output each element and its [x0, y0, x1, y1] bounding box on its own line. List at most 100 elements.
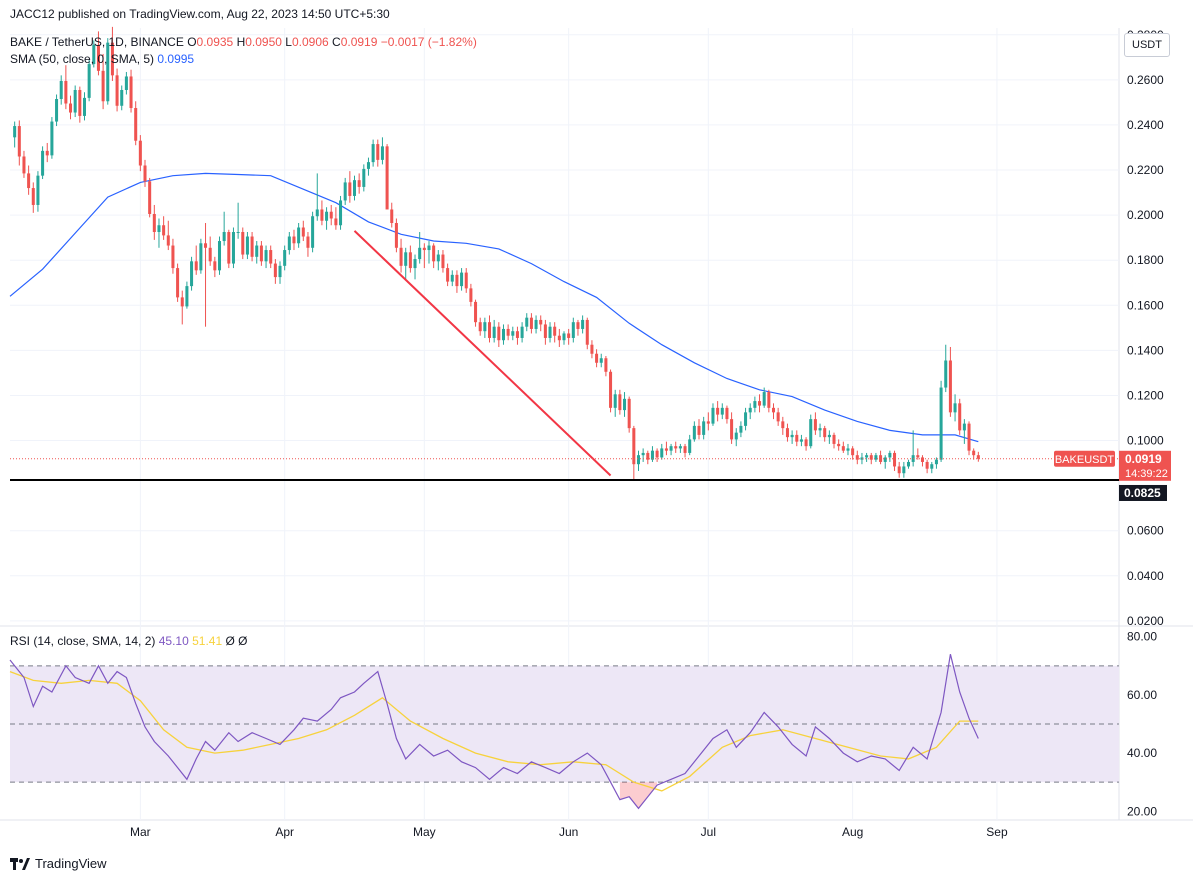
candle-body — [283, 250, 287, 266]
candle-body — [329, 211, 333, 219]
symbol-name: BAKE / TetherUS, 1D, BINANCE — [10, 35, 184, 49]
candle-body — [325, 211, 329, 221]
candle-body — [171, 245, 175, 269]
currency-button[interactable]: USDT — [1124, 33, 1170, 57]
candle-body — [334, 218, 338, 226]
candle-body — [585, 319, 589, 345]
candle-body — [753, 401, 757, 408]
candle-body — [571, 322, 575, 338]
candle-body — [259, 245, 263, 262]
candle-body — [604, 358, 608, 372]
price-tick-label: 0.1800 — [1127, 253, 1164, 267]
candle-body — [576, 322, 580, 329]
candle-body — [106, 42, 110, 102]
tradingview-brand[interactable]: TradingView — [10, 856, 107, 871]
candle-body — [916, 455, 920, 458]
candle-body — [804, 439, 808, 447]
symbol-legend[interactable]: BAKE / TetherUS, 1D, BINANCE O0.0935 H0.… — [10, 35, 477, 49]
rsi-tick-label: 60.00 — [1127, 688, 1157, 702]
candle-body — [143, 165, 147, 182]
price-tick-label: 0.2600 — [1127, 73, 1164, 87]
candle-body — [478, 322, 482, 332]
candle-body — [185, 286, 189, 307]
candle-body — [227, 232, 231, 264]
candle-body — [17, 126, 21, 157]
candle-body — [148, 181, 152, 214]
rsi-band-layer — [10, 665, 1119, 809]
candle-body — [138, 140, 142, 166]
candle-body — [716, 407, 720, 415]
candle-body — [190, 261, 194, 287]
candle-body — [278, 265, 282, 278]
candle-body — [595, 353, 599, 363]
candle-body — [934, 459, 938, 465]
candle-body — [720, 407, 724, 415]
candle-body — [339, 200, 343, 226]
candle-body — [823, 428, 827, 438]
candle-body — [827, 434, 831, 438]
candle-body — [115, 75, 119, 106]
sma-label: SMA (50, close, 0, SMA, 5) — [10, 52, 155, 66]
candle-body — [972, 450, 976, 456]
countdown-label: 14:39:22 — [1125, 468, 1168, 480]
candle-body — [636, 455, 641, 465]
candle-body — [590, 344, 594, 354]
sma-layer — [9, 172, 979, 443]
candle-body — [706, 421, 710, 424]
candle-body — [697, 425, 701, 435]
candle-body — [758, 401, 762, 406]
last-price-tag — [1119, 450, 1171, 481]
candle-body — [813, 419, 817, 431]
candle-body — [13, 126, 17, 138]
low-label: L — [285, 35, 292, 49]
candle-body — [967, 423, 971, 451]
candle-body — [520, 326, 524, 338]
candle-body — [418, 247, 422, 260]
candle-body — [669, 446, 673, 451]
candle-body — [771, 407, 776, 413]
candle-body — [627, 398, 631, 429]
candle-body — [944, 360, 948, 388]
candle-body — [511, 331, 515, 336]
tradingview-logo-icon — [10, 857, 30, 870]
time-tick-label: Sep — [986, 825, 1008, 839]
candle-body — [869, 455, 873, 460]
candle-body — [562, 333, 566, 341]
candle-body — [69, 103, 73, 113]
time-tick-label: Mar — [130, 825, 151, 839]
sma-legend[interactable]: SMA (50, close, 0, SMA, 5) 0.0995 — [10, 52, 194, 66]
close-value: 0.0919 — [340, 35, 378, 49]
candle-body — [264, 250, 268, 262]
candle-body — [762, 392, 766, 406]
candle-body — [362, 168, 366, 187]
candle-body — [306, 236, 310, 248]
candle-body — [846, 448, 850, 451]
candle-body — [776, 412, 780, 422]
candle-body — [906, 461, 911, 467]
candle-body — [674, 446, 678, 449]
candle-body — [120, 89, 124, 106]
candle-layer[interactable] — [13, 26, 980, 480]
candle-body — [162, 225, 166, 236]
candle-body — [96, 44, 100, 71]
candle-body — [730, 419, 734, 440]
candle-body — [650, 450, 654, 460]
candle-body — [613, 394, 617, 408]
price-tick-label: 0.0200 — [1127, 614, 1164, 628]
candle-body — [92, 44, 96, 65]
rsi-legend[interactable]: RSI (14, close, SMA, 14, 2) 45.10 51.41 … — [10, 634, 248, 648]
candle-body — [194, 261, 198, 271]
candle-body — [124, 76, 128, 90]
open-label: O — [187, 35, 197, 49]
candle-body — [311, 216, 315, 248]
candle-body — [36, 175, 40, 205]
candle-body — [55, 99, 59, 122]
candle-body — [255, 245, 259, 257]
candle-body — [939, 387, 943, 460]
candle-body — [655, 450, 659, 458]
rsi-extra-1: Ø — [225, 634, 235, 648]
candle-body — [129, 76, 133, 109]
candle-body — [711, 407, 715, 424]
candle-body — [50, 121, 54, 156]
candle-body — [166, 235, 170, 246]
